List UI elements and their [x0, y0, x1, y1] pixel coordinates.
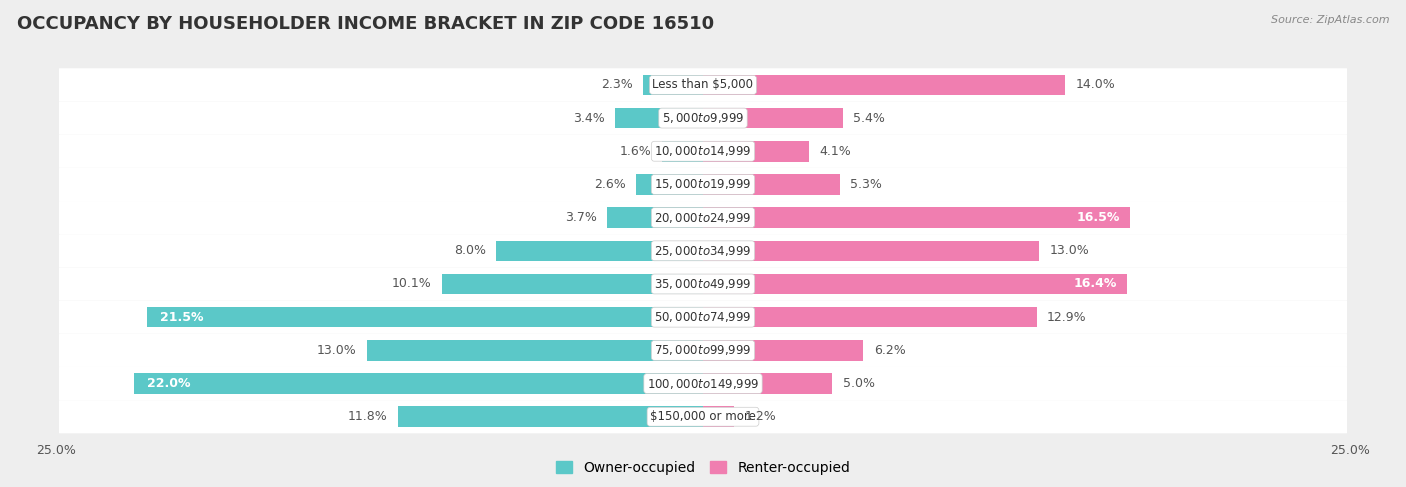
- Bar: [703, 207, 1130, 228]
- Text: $20,000 to $24,999: $20,000 to $24,999: [654, 210, 752, 225]
- Text: Less than $5,000: Less than $5,000: [652, 78, 754, 92]
- Bar: [614, 108, 703, 129]
- Bar: [703, 373, 832, 394]
- Text: 12.9%: 12.9%: [1047, 311, 1087, 324]
- Bar: [703, 75, 1066, 95]
- Bar: [636, 174, 703, 195]
- FancyBboxPatch shape: [59, 201, 1347, 234]
- Text: 2.6%: 2.6%: [593, 178, 626, 191]
- Bar: [703, 108, 842, 129]
- FancyBboxPatch shape: [59, 101, 1347, 135]
- Text: 1.2%: 1.2%: [744, 410, 776, 423]
- Text: 16.4%: 16.4%: [1074, 278, 1116, 290]
- Bar: [398, 407, 703, 427]
- Bar: [367, 340, 703, 361]
- Text: $75,000 to $99,999: $75,000 to $99,999: [654, 343, 752, 357]
- Bar: [703, 241, 1039, 261]
- FancyBboxPatch shape: [59, 334, 1347, 367]
- Text: $50,000 to $74,999: $50,000 to $74,999: [654, 310, 752, 324]
- Text: 1.6%: 1.6%: [620, 145, 651, 158]
- Text: 5.4%: 5.4%: [853, 112, 884, 125]
- Bar: [703, 274, 1128, 294]
- Text: 3.4%: 3.4%: [572, 112, 605, 125]
- Text: $15,000 to $19,999: $15,000 to $19,999: [654, 177, 752, 191]
- Text: $100,000 to $149,999: $100,000 to $149,999: [647, 376, 759, 391]
- Text: 16.5%: 16.5%: [1076, 211, 1119, 224]
- Bar: [703, 340, 863, 361]
- FancyBboxPatch shape: [59, 234, 1347, 267]
- Bar: [134, 373, 703, 394]
- Bar: [441, 274, 703, 294]
- Text: 6.2%: 6.2%: [873, 344, 905, 357]
- FancyBboxPatch shape: [59, 135, 1347, 168]
- Bar: [496, 241, 703, 261]
- FancyBboxPatch shape: [59, 400, 1347, 433]
- FancyBboxPatch shape: [59, 68, 1347, 101]
- Text: 13.0%: 13.0%: [316, 344, 356, 357]
- Text: 5.3%: 5.3%: [851, 178, 883, 191]
- Bar: [703, 141, 808, 162]
- FancyBboxPatch shape: [59, 267, 1347, 300]
- Bar: [146, 307, 703, 327]
- Legend: Owner-occupied, Renter-occupied: Owner-occupied, Renter-occupied: [550, 455, 856, 480]
- FancyBboxPatch shape: [59, 367, 1347, 400]
- Text: 4.1%: 4.1%: [820, 145, 851, 158]
- Bar: [703, 407, 734, 427]
- Bar: [703, 307, 1036, 327]
- Bar: [662, 141, 703, 162]
- Bar: [607, 207, 703, 228]
- Bar: [644, 75, 703, 95]
- Text: 13.0%: 13.0%: [1050, 244, 1090, 257]
- Text: 2.3%: 2.3%: [602, 78, 633, 92]
- Bar: [703, 174, 841, 195]
- Text: $10,000 to $14,999: $10,000 to $14,999: [654, 144, 752, 158]
- Text: 8.0%: 8.0%: [454, 244, 485, 257]
- Text: 14.0%: 14.0%: [1076, 78, 1115, 92]
- Text: $25,000 to $34,999: $25,000 to $34,999: [654, 244, 752, 258]
- Text: 10.1%: 10.1%: [392, 278, 432, 290]
- Text: OCCUPANCY BY HOUSEHOLDER INCOME BRACKET IN ZIP CODE 16510: OCCUPANCY BY HOUSEHOLDER INCOME BRACKET …: [17, 15, 714, 33]
- Text: $150,000 or more: $150,000 or more: [650, 410, 756, 423]
- Text: 21.5%: 21.5%: [160, 311, 204, 324]
- Text: $35,000 to $49,999: $35,000 to $49,999: [654, 277, 752, 291]
- Text: 5.0%: 5.0%: [842, 377, 875, 390]
- Text: 11.8%: 11.8%: [347, 410, 388, 423]
- Text: 3.7%: 3.7%: [565, 211, 598, 224]
- Text: 22.0%: 22.0%: [146, 377, 190, 390]
- FancyBboxPatch shape: [59, 300, 1347, 334]
- FancyBboxPatch shape: [59, 168, 1347, 201]
- Text: Source: ZipAtlas.com: Source: ZipAtlas.com: [1271, 15, 1389, 25]
- Text: $5,000 to $9,999: $5,000 to $9,999: [662, 111, 744, 125]
